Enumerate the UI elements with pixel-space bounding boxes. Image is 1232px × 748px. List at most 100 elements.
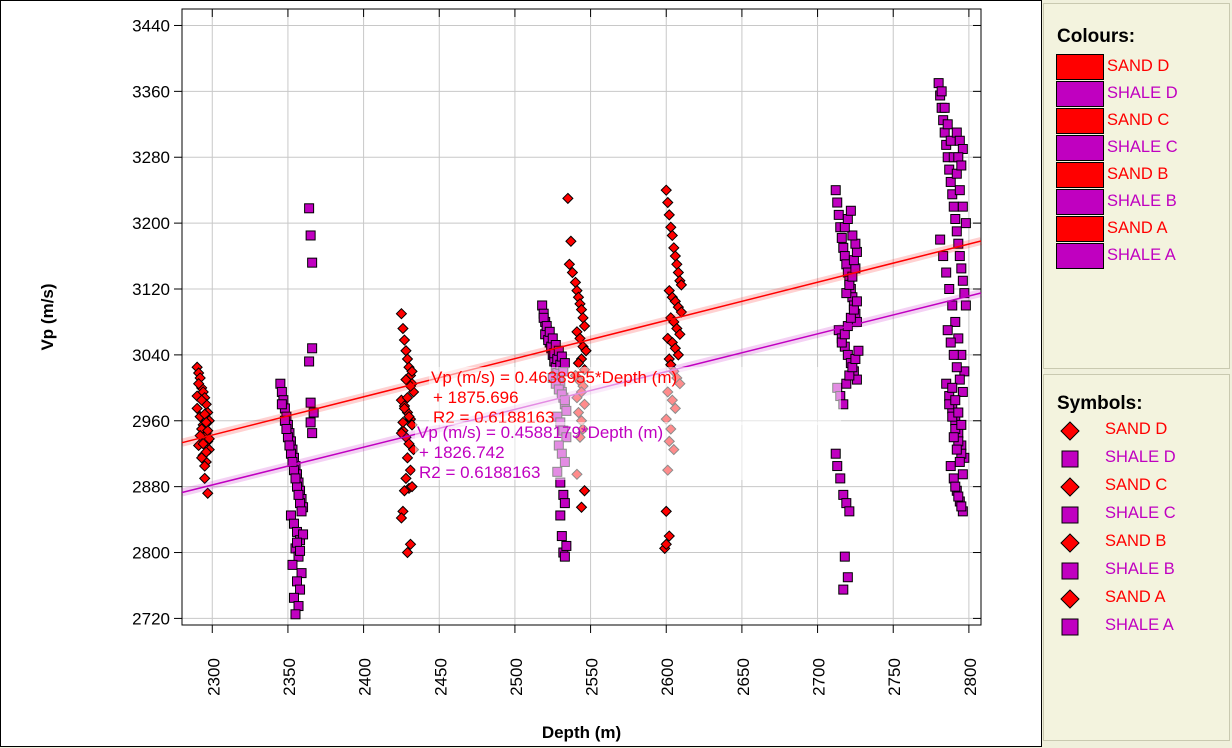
shale-b-point[interactable]: [841, 498, 852, 509]
shale-d-point[interactable]: [290, 473, 301, 484]
shale-a-point[interactable]: [948, 473, 959, 484]
shale-a-point[interactable]: [954, 251, 965, 262]
shale-d-point[interactable]: [308, 407, 319, 418]
shale-d-point[interactable]: [295, 584, 306, 595]
shale-a-point[interactable]: [957, 144, 968, 154]
sand-b-point[interactable]: [578, 485, 591, 497]
sand-c-point[interactable]: [400, 472, 412, 485]
sand-c-point[interactable]: [397, 322, 409, 335]
sand-a-point[interactable]: [675, 279, 688, 291]
shale-a-point[interactable]: [951, 168, 962, 179]
shale-b-point[interactable]: [838, 584, 849, 595]
shale-b-point[interactable]: [848, 304, 859, 315]
sand-c-point[interactable]: [404, 464, 417, 476]
sand-c-point[interactable]: [398, 334, 411, 346]
shale-a-point[interactable]: [956, 419, 967, 430]
shale-a-point[interactable]: [960, 218, 971, 229]
shale-a-point[interactable]: [956, 160, 967, 171]
sand-c-point[interactable]: [401, 452, 414, 464]
shale-a-point[interactable]: [936, 86, 947, 97]
shale-c-point[interactable]: [555, 510, 566, 521]
shale-a-point[interactable]: [957, 386, 968, 397]
shale-a-point[interactable]: [953, 407, 964, 418]
sand-c-point[interactable]: [406, 365, 418, 378]
shale-c-point[interactable]: [538, 312, 549, 323]
shale-a-point[interactable]: [945, 461, 956, 472]
sand-d-point[interactable]: [198, 460, 211, 472]
sand-b-point[interactable]: [575, 501, 588, 513]
shale-a-point[interactable]: [939, 127, 950, 138]
shale-a-point[interactable]: [948, 349, 959, 360]
shale-b-point[interactable]: [842, 214, 853, 224]
shale-d-point[interactable]: [281, 424, 292, 434]
shale-c-point[interactable]: [556, 531, 567, 542]
sand-d-point[interactable]: [200, 416, 212, 429]
sand-c-point[interactable]: [395, 512, 408, 524]
shale-b-point[interactable]: [832, 197, 843, 208]
shale-d-point[interactable]: [292, 537, 303, 548]
shale-a-point[interactable]: [945, 337, 956, 348]
shale-a-point[interactable]: [933, 78, 944, 89]
shale-d-point[interactable]: [305, 417, 316, 428]
shale-d-point[interactable]: [295, 545, 306, 556]
shale-b-point[interactable]: [844, 506, 855, 517]
shale-a-point[interactable]: [951, 362, 962, 373]
shale-a-point[interactable]: [951, 127, 962, 138]
sand-a-point[interactable]: [666, 229, 679, 242]
sand-d-point[interactable]: [198, 472, 211, 485]
shale-d-point[interactable]: [305, 230, 316, 241]
shale-a-point[interactable]: [935, 234, 946, 245]
shale-a-point[interactable]: [945, 176, 956, 187]
shale-d-point[interactable]: [288, 592, 299, 603]
sand-c-point[interactable]: [395, 307, 408, 320]
sand-c-point[interactable]: [398, 485, 411, 497]
shale-a-point[interactable]: [956, 501, 967, 512]
shale-d-point[interactable]: [307, 257, 318, 268]
sand-b-point[interactable]: [580, 345, 592, 357]
shale-a-point[interactable]: [942, 325, 953, 336]
shale-d-point[interactable]: [287, 559, 298, 570]
shale-a-point[interactable]: [960, 300, 971, 311]
sand-a-point[interactable]: [663, 530, 675, 542]
shale-a-point[interactable]: [948, 201, 959, 212]
shale-d-point[interactable]: [304, 203, 315, 214]
sand-b-point[interactable]: [563, 258, 576, 271]
shale-b-point[interactable]: [832, 461, 843, 472]
shale-a-point[interactable]: [947, 382, 958, 393]
sand-c-point[interactable]: [398, 402, 411, 415]
shale-d-point[interactable]: [293, 601, 304, 612]
shale-d-point[interactable]: [275, 378, 286, 389]
shale-c-point[interactable]: [559, 358, 570, 369]
shale-c-point[interactable]: [558, 489, 569, 500]
shale-b-point[interactable]: [850, 238, 861, 249]
shale-b-point[interactable]: [835, 473, 846, 484]
shale-a-point[interactable]: [945, 135, 956, 146]
shale-d-point[interactable]: [285, 510, 296, 521]
shale-d-point[interactable]: [296, 506, 307, 517]
shale-c-point[interactable]: [537, 300, 548, 311]
sand-a-point[interactable]: [662, 196, 674, 209]
sand-b-point[interactable]: [566, 266, 579, 279]
sand-d-point[interactable]: [192, 377, 205, 390]
shale-b-point[interactable]: [847, 230, 858, 241]
shale-d-point[interactable]: [290, 609, 301, 620]
shale-a-point[interactable]: [939, 102, 950, 113]
shale-b-point[interactable]: [851, 246, 862, 257]
shale-a-point[interactable]: [942, 119, 953, 130]
shale-b-point[interactable]: [851, 296, 862, 307]
shale-b-point[interactable]: [847, 362, 858, 373]
shale-b-point[interactable]: [836, 232, 847, 243]
shale-a-point[interactable]: [956, 263, 967, 274]
shale-b-point[interactable]: [830, 448, 841, 459]
shale-b-point[interactable]: [853, 345, 864, 356]
shale-d-point[interactable]: [288, 518, 299, 529]
shale-d-point[interactable]: [285, 448, 296, 459]
shale-b-point[interactable]: [839, 251, 850, 262]
shale-d-point[interactable]: [276, 399, 287, 410]
shale-b-point[interactable]: [839, 222, 850, 233]
sand-b-point[interactable]: [562, 192, 574, 205]
sand-a-point[interactable]: [674, 328, 686, 341]
sand-a-point[interactable]: [660, 538, 672, 551]
crossplot-chart[interactable]: 2300 2350 2400 2450 2500 2550 2600 2650 2700 2750…: [1, 1, 1043, 748]
shale-a-point[interactable]: [950, 316, 961, 327]
